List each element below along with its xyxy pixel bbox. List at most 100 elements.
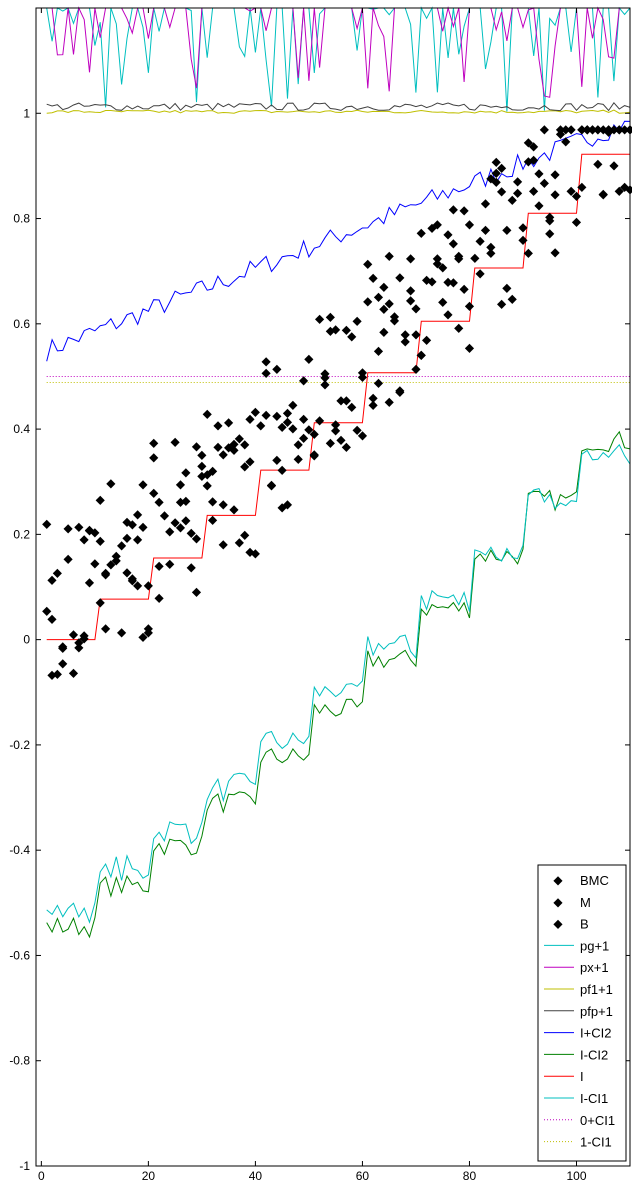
point-b: ◆ <box>192 531 202 545</box>
y-tick-label: -0.8 <box>9 1054 30 1068</box>
y-tick-label: -0.6 <box>9 948 30 962</box>
point-b: ◆ <box>224 415 234 429</box>
point-b: ◆ <box>486 245 496 259</box>
x-tick-label: 0 <box>38 1169 45 1182</box>
point-bmc: ◆ <box>545 213 555 227</box>
point-bmc: ◆ <box>283 406 293 420</box>
point-bmc: ◆ <box>518 220 528 234</box>
point-b: ◆ <box>369 390 379 404</box>
point-bmc: ◆ <box>96 534 106 548</box>
point-m: ◆ <box>620 179 630 193</box>
point-m: ◆ <box>283 497 293 511</box>
point-b: ◆ <box>401 327 411 341</box>
point-m: ◆ <box>459 282 469 296</box>
y-tick-label: 0 <box>23 633 30 647</box>
point-m: ◆ <box>181 513 191 527</box>
point-b: ◆ <box>433 251 443 265</box>
point-bmc: ◆ <box>138 629 148 643</box>
point-b: ◆ <box>406 293 416 307</box>
point-bmc: ◆ <box>304 351 314 365</box>
point-b: ◆ <box>545 209 555 223</box>
x-tick-label: 20 <box>142 1169 156 1182</box>
point-m: ◆ <box>615 122 625 136</box>
point-m: ◆ <box>609 122 619 136</box>
point-bmc: ◆ <box>481 196 491 210</box>
point-b: ◆ <box>572 214 582 228</box>
point-bmc: ◆ <box>47 667 57 681</box>
point-bmc: ◆ <box>112 549 122 563</box>
legend-box <box>537 864 627 1162</box>
point-m: ◆ <box>417 348 427 362</box>
point-bmc: ◆ <box>358 428 368 442</box>
point-bmc: ◆ <box>615 184 625 198</box>
point-bmc: ◆ <box>261 408 271 422</box>
x-tick-label: 80 <box>463 1169 477 1182</box>
point-m: ◆ <box>235 431 245 445</box>
point-b: ◆ <box>122 514 132 528</box>
point-b: ◆ <box>58 656 68 670</box>
point-b: ◆ <box>422 272 432 286</box>
point-m: ◆ <box>122 565 132 579</box>
point-m: ◆ <box>567 122 577 136</box>
point-bmc: ◆ <box>80 532 90 546</box>
point-bmc: ◆ <box>342 323 352 337</box>
point-b: ◆ <box>374 344 384 358</box>
plot-background <box>36 8 630 1166</box>
point-bmc: ◆ <box>385 394 395 408</box>
point-bmc: ◆ <box>550 187 560 201</box>
point-b: ◆ <box>454 321 464 335</box>
point-b: ◆ <box>363 294 373 308</box>
point-m: ◆ <box>203 467 213 481</box>
point-bmc: ◆ <box>251 404 261 418</box>
point-m: ◆ <box>310 448 320 462</box>
point-m: ◆ <box>379 324 389 338</box>
point-m: ◆ <box>342 393 352 407</box>
point-b: ◆ <box>47 612 57 626</box>
point-m: ◆ <box>133 532 143 546</box>
legend-marker: ◆ <box>553 917 563 931</box>
point-m: ◆ <box>74 635 84 649</box>
point-bmc: ◆ <box>74 519 84 533</box>
x-tick-label: 60 <box>356 1169 370 1182</box>
point-bmc: ◆ <box>625 122 632 136</box>
point-bmc: ◆ <box>235 535 245 549</box>
legend-label: I-CI1 <box>580 1091 608 1106</box>
point-m: ◆ <box>497 160 507 174</box>
point-b: ◆ <box>604 125 614 139</box>
point-b: ◆ <box>240 528 250 542</box>
point-b: ◆ <box>187 560 197 574</box>
point-m: ◆ <box>267 478 277 492</box>
point-bmc: ◆ <box>58 640 68 654</box>
point-bmc: ◆ <box>401 334 411 348</box>
point-bmc: ◆ <box>154 558 164 572</box>
point-b: ◆ <box>213 418 223 432</box>
point-b: ◆ <box>128 571 138 585</box>
series-line-i <box>46 153 630 641</box>
point-bmc: ◆ <box>181 493 191 507</box>
point-m: ◆ <box>556 127 566 141</box>
point-m: ◆ <box>385 249 395 263</box>
point-m: ◆ <box>550 167 560 181</box>
point-bmc: ◆ <box>85 523 95 537</box>
point-b: ◆ <box>261 366 271 380</box>
point-b: ◆ <box>208 513 218 527</box>
legend-label: 1-CI1 <box>580 1135 612 1150</box>
point-bmc: ◆ <box>315 413 325 427</box>
x-tick-label: 100 <box>566 1169 586 1182</box>
point-bmc: ◆ <box>374 290 384 304</box>
point-b: ◆ <box>347 329 357 343</box>
x-tick-label: 40 <box>249 1169 263 1182</box>
point-m: ◆ <box>192 439 202 453</box>
point-b: ◆ <box>229 442 239 456</box>
point-m: ◆ <box>278 419 288 433</box>
point-m: ◆ <box>299 430 309 444</box>
series-line-i-ci2 <box>46 120 631 362</box>
legend-label: M <box>580 895 591 910</box>
point-bmc: ◆ <box>406 283 416 297</box>
point-m: ◆ <box>219 497 229 511</box>
y-tick-label: 0.6 <box>13 317 30 331</box>
point-b: ◆ <box>320 377 330 391</box>
plot-frame <box>35 7 631 1167</box>
point-m: ◆ <box>529 139 539 153</box>
point-bmc: ◆ <box>192 585 202 599</box>
